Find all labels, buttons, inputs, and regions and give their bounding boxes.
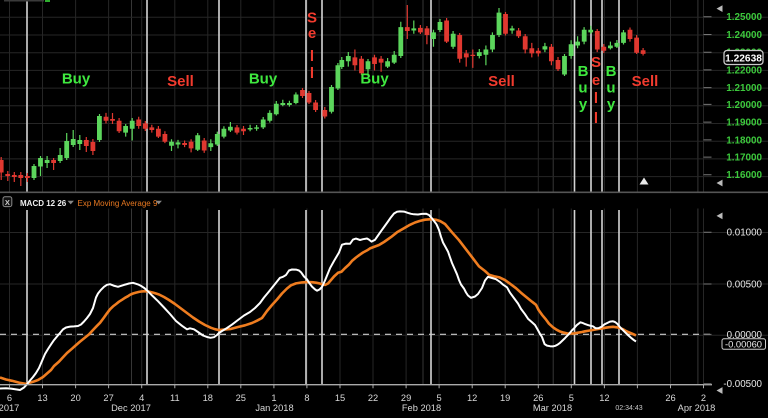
svg-text:26: 26 (665, 393, 675, 403)
svg-text:1.21000: 1.21000 (726, 83, 762, 94)
svg-text:Sell: Sell (632, 73, 659, 90)
svg-text:02:34:43: 02:34:43 (615, 405, 642, 412)
svg-text:1.20000: 1.20000 (726, 100, 762, 111)
svg-text:Buy: Buy (360, 71, 389, 88)
svg-text:1.25000: 1.25000 (726, 12, 762, 23)
svg-text:1.19000: 1.19000 (726, 118, 762, 129)
svg-text:2: 2 (701, 393, 706, 403)
svg-text:12: 12 (467, 393, 477, 403)
svg-text:15: 15 (335, 393, 345, 403)
svg-text:4: 4 (139, 393, 144, 403)
svg-text:2017: 2017 (0, 403, 19, 413)
svg-text:1.16000: 1.16000 (726, 170, 762, 181)
svg-text:Buy: Buy (249, 71, 278, 88)
svg-text:y: y (579, 96, 588, 113)
svg-text:5: 5 (569, 393, 574, 403)
svg-text:y: y (607, 96, 616, 113)
svg-text:Exp Moving Average 9: Exp Moving Average 9 (78, 199, 158, 208)
svg-text:1.18000: 1.18000 (726, 135, 762, 146)
svg-text:13: 13 (37, 393, 47, 403)
svg-text:22: 22 (368, 393, 378, 403)
svg-text:19: 19 (500, 393, 510, 403)
svg-text:-0.00060: -0.00060 (725, 338, 762, 349)
svg-text:Feb 2018: Feb 2018 (402, 403, 441, 413)
svg-text:0.00500: 0.00500 (727, 279, 763, 290)
svg-text:Dec 2017: Dec 2017 (111, 403, 151, 413)
svg-text:B: B (606, 63, 617, 80)
svg-text:5: 5 (437, 393, 442, 403)
svg-text:6: 6 (7, 393, 12, 403)
svg-text:1.22638: 1.22638 (725, 54, 762, 65)
svg-text:l: l (594, 90, 598, 107)
svg-text:l: l (310, 48, 314, 65)
svg-text:l: l (310, 65, 314, 82)
svg-text:29: 29 (401, 393, 411, 403)
svg-text:0.01000: 0.01000 (727, 228, 763, 239)
svg-text:0.00000: 0.00000 (727, 330, 763, 341)
svg-text:Sell: Sell (488, 73, 515, 90)
svg-text:l: l (594, 110, 598, 127)
svg-text:1.24000: 1.24000 (726, 30, 762, 41)
svg-text:Sell: Sell (167, 73, 194, 90)
svg-text:S: S (591, 54, 601, 71)
svg-text:Apr 2018: Apr 2018 (678, 403, 716, 413)
svg-text:Jan 2018: Jan 2018 (255, 403, 293, 413)
svg-text:1.17000: 1.17000 (726, 153, 762, 164)
svg-text:25: 25 (236, 393, 246, 403)
svg-text:Buy: Buy (62, 71, 91, 88)
svg-text:18: 18 (203, 393, 213, 403)
svg-text:26: 26 (533, 393, 543, 403)
svg-text:11: 11 (170, 393, 180, 403)
svg-text:20: 20 (70, 393, 80, 403)
svg-text:e: e (308, 25, 316, 42)
svg-text:MACD 12 26: MACD 12 26 (20, 199, 67, 208)
svg-text:1.22000: 1.22000 (726, 65, 762, 76)
svg-text:B: B (578, 63, 589, 80)
svg-text:u: u (606, 80, 615, 97)
svg-text:S: S (307, 10, 317, 27)
svg-text:12: 12 (599, 393, 609, 403)
svg-text:-0.00500: -0.00500 (723, 379, 762, 390)
svg-text:1: 1 (271, 393, 276, 403)
svg-text:X: X (5, 198, 10, 207)
svg-text:u: u (578, 80, 587, 97)
svg-text:8: 8 (304, 393, 309, 403)
svg-text:27: 27 (103, 393, 113, 403)
svg-text:Mar 2018: Mar 2018 (533, 403, 572, 413)
svg-text:e: e (592, 72, 600, 89)
